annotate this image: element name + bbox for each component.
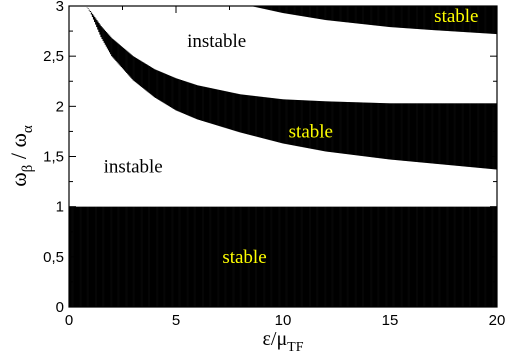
stable-region-label: stable xyxy=(434,6,478,27)
x-tick-label: 15 xyxy=(382,312,399,329)
stable-region-label: stable xyxy=(222,247,266,268)
y-tick-label: 1,5 xyxy=(43,149,64,166)
x-tick-label: 20 xyxy=(489,312,506,329)
region-3 xyxy=(251,6,497,35)
region-2 xyxy=(86,7,497,170)
region-1 xyxy=(69,206,497,307)
y-axis-sub-beta: β xyxy=(20,165,36,173)
x-axis-title-sub: TF xyxy=(287,340,304,355)
y-axis-sub-alpha: α xyxy=(20,125,36,133)
y-axis-omega-alpha: ω xyxy=(6,133,31,147)
y-tick-label: 0,5 xyxy=(43,249,64,266)
y-axis-separator: / xyxy=(6,148,31,165)
x-tick-label: 0 xyxy=(65,312,73,329)
y-axis-omega-beta: ω xyxy=(6,172,31,186)
x-axis-title: ε/μTF xyxy=(262,328,303,355)
y-tick-label: 3 xyxy=(56,0,64,15)
region-annotations: instable instable stable stable stable xyxy=(104,6,479,268)
y-tick-label: 2,5 xyxy=(43,48,64,65)
x-tick-label: 10 xyxy=(275,312,292,329)
y-tick-label: 1 xyxy=(56,199,64,216)
y-tick-label: 0 xyxy=(56,299,64,316)
x-axis-title-main: ε/μ xyxy=(262,328,287,350)
instable-region-label: instable xyxy=(187,31,246,52)
y-axis-title: ωβ / ωα xyxy=(6,125,36,187)
axis-ticks: 0 5 10 15 20 0 0,5 1 1,5 2 2,5 3 xyxy=(43,0,505,329)
stability-regions xyxy=(69,6,497,307)
y-tick-label: 2 xyxy=(56,98,64,115)
instable-region-label: instable xyxy=(104,157,163,178)
x-tick-label: 5 xyxy=(172,312,180,329)
stable-region-label: stable xyxy=(289,121,333,142)
